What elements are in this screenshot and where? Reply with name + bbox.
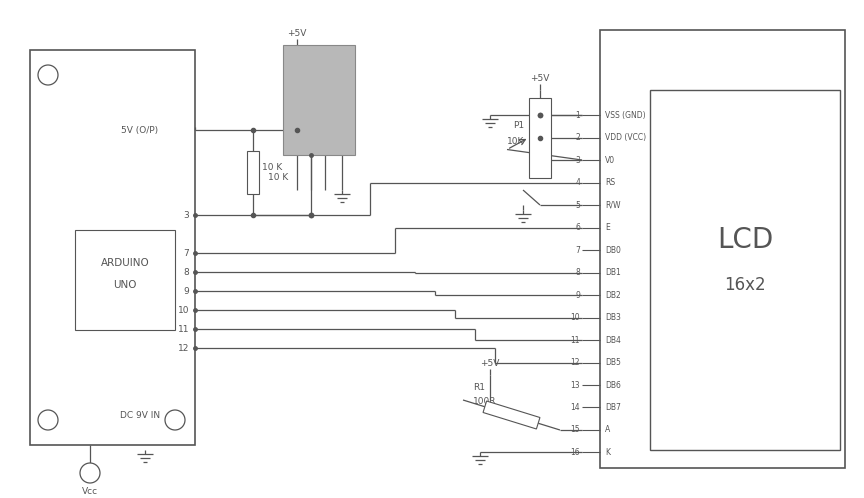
Text: 6: 6 [575,223,580,232]
Text: +5V: +5V [530,74,550,83]
Text: DB4: DB4 [605,336,621,345]
Text: 4: 4 [575,178,580,187]
Circle shape [38,65,58,85]
Text: 10: 10 [570,313,580,322]
Text: P1: P1 [513,121,524,130]
Text: K: K [605,448,610,457]
Text: DB0: DB0 [605,246,621,254]
Bar [650,90,840,450]
Bar [600,30,845,468]
Text: 10K: 10K [506,137,524,146]
Text: LCD: LCD [717,226,773,254]
Text: 100R: 100R [473,396,497,405]
Text: 10 K: 10 K [262,163,283,172]
Text: 10 K: 10 K [268,173,289,182]
Circle shape [80,463,100,483]
Text: UNO: UNO [113,280,137,290]
Text: +5V: +5V [480,359,499,368]
Text: DC 9V IN: DC 9V IN [120,410,160,419]
Text: 16: 16 [570,448,580,457]
Text: DB6: DB6 [605,380,621,389]
Bar [283,45,355,155]
Text: 5: 5 [575,201,580,210]
Text: VDD (VCC): VDD (VCC) [605,133,646,142]
Text: 2: 2 [575,133,580,142]
Text: 3: 3 [575,155,580,164]
Circle shape [165,410,185,430]
Text: 11: 11 [570,336,580,345]
Text: 3: 3 [183,211,189,220]
Bar [75,230,175,330]
Text: E: E [605,223,610,232]
Text: R1: R1 [473,383,485,392]
Text: 9: 9 [183,286,189,295]
Text: 5V (O/P): 5V (O/P) [122,125,159,134]
Text: 14: 14 [570,403,580,412]
Text: R/W: R/W [605,201,620,210]
Circle shape [38,410,58,430]
Text: ARDUINO: ARDUINO [100,258,149,268]
Text: 8: 8 [183,267,189,276]
Bar [30,50,195,445]
Text: 7: 7 [183,249,189,257]
Text: 12: 12 [570,358,580,367]
Bar [483,401,540,429]
Text: VSS (GND): VSS (GND) [605,111,645,120]
Text: 11: 11 [177,325,189,334]
Text: DB5: DB5 [605,358,621,367]
Text: 12: 12 [178,344,189,353]
Text: 9: 9 [575,290,580,299]
Text: RS: RS [605,178,615,187]
Text: 10: 10 [177,305,189,315]
Text: DB3: DB3 [605,313,621,322]
Text: DB7: DB7 [605,403,621,412]
Text: DB1: DB1 [605,268,620,277]
Text: 13: 13 [570,380,580,389]
Text: +5V: +5V [288,28,307,37]
Text: A: A [605,425,610,434]
Text: DB2: DB2 [605,290,620,299]
Text: 1: 1 [575,111,580,120]
Text: V0: V0 [605,155,615,164]
Text: 8: 8 [575,268,580,277]
Text: 15: 15 [570,425,580,434]
Text: 7: 7 [575,246,580,254]
Bar [529,98,551,177]
Bar [247,151,259,194]
Text: Vcc: Vcc [82,487,98,496]
Text: 16x2: 16x2 [724,276,766,294]
